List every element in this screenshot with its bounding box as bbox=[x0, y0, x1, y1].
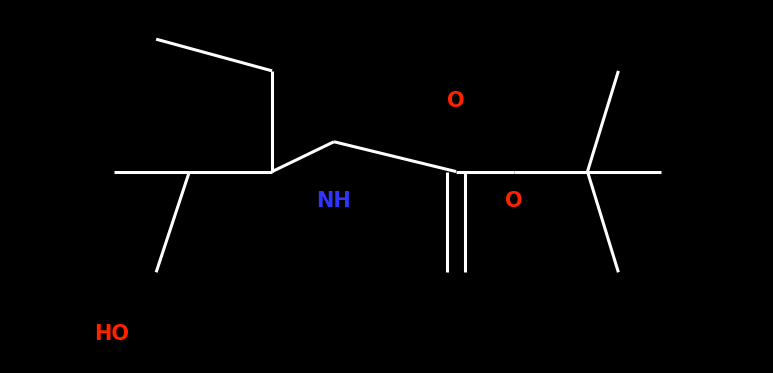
Text: NH: NH bbox=[317, 191, 351, 211]
Text: HO: HO bbox=[94, 324, 129, 344]
Text: O: O bbox=[506, 191, 523, 211]
Text: O: O bbox=[448, 91, 465, 111]
